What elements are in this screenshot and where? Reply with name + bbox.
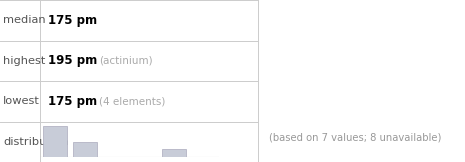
Text: highest: highest — [3, 56, 46, 66]
Text: median: median — [3, 15, 46, 25]
Text: 195 pm: 195 pm — [48, 54, 97, 67]
Text: distribution: distribution — [3, 137, 68, 147]
Text: (actinium): (actinium) — [100, 56, 153, 66]
Text: 175 pm: 175 pm — [48, 14, 97, 27]
Bar — [73, 142, 97, 157]
Text: (based on 7 values; 8 unavailable): (based on 7 values; 8 unavailable) — [269, 133, 441, 143]
Text: (4 elements): (4 elements) — [100, 96, 166, 106]
Text: lowest: lowest — [3, 96, 40, 106]
Text: 175 pm: 175 pm — [48, 95, 97, 108]
Bar — [43, 126, 67, 157]
Bar — [162, 149, 186, 157]
